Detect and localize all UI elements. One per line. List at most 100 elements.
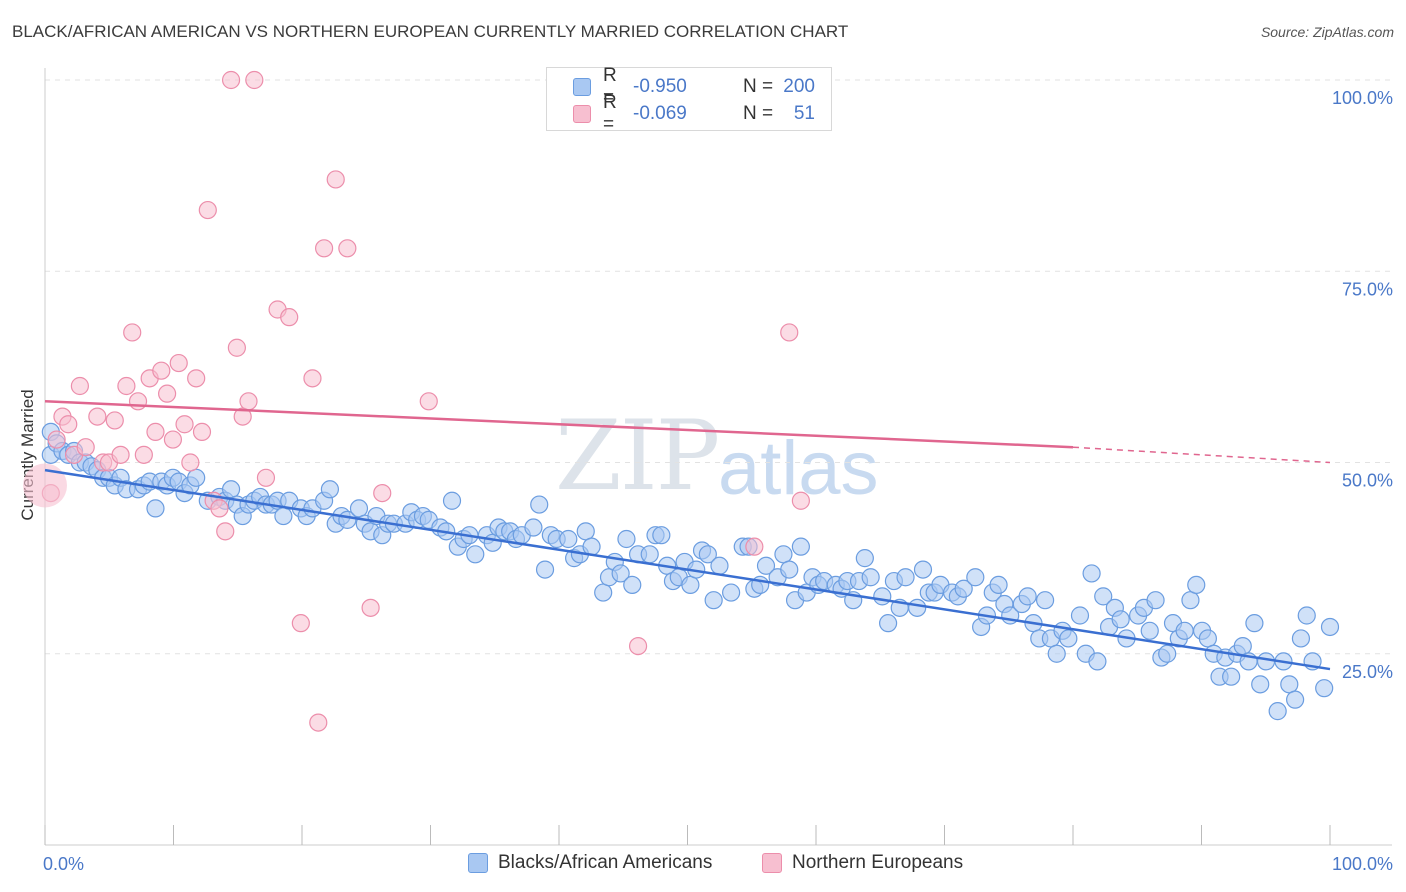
point-northern xyxy=(210,499,229,518)
point-blacks xyxy=(1297,606,1316,625)
point-northern xyxy=(70,376,89,396)
point-blacks xyxy=(349,499,369,518)
point-northern xyxy=(239,392,258,411)
y-tick-label: 75.0% xyxy=(1342,279,1393,299)
point-northern xyxy=(780,323,799,342)
point-northern xyxy=(146,422,165,441)
legend-n-value: 200 xyxy=(783,76,815,97)
point-northern xyxy=(256,468,276,487)
point-northern xyxy=(791,491,810,510)
point-blacks xyxy=(274,506,293,526)
x-tick-label-min: 0.0% xyxy=(43,854,84,874)
point-blacks xyxy=(855,549,874,568)
point-northern xyxy=(105,411,124,430)
point-blacks xyxy=(722,583,741,602)
point-northern xyxy=(361,598,380,617)
bottom-legend-blacks: Blacks/African Americans xyxy=(468,852,712,874)
legend-r-label: R = xyxy=(603,65,617,108)
legend-swatch-blacks xyxy=(573,78,591,96)
point-blacks xyxy=(617,529,636,549)
point-blacks xyxy=(1280,675,1299,694)
point-northern xyxy=(88,407,107,426)
legend-row-blacks: R = -0.950 N = 200 xyxy=(573,65,815,108)
point-blacks xyxy=(791,537,810,556)
point-northern xyxy=(47,430,66,449)
watermark-zip: ZIP xyxy=(555,400,720,512)
point-northern xyxy=(128,392,148,411)
point-blacks xyxy=(221,480,241,499)
point-blacks xyxy=(611,564,630,583)
point-blacks xyxy=(1268,702,1287,721)
point-blacks xyxy=(1251,675,1270,694)
x-tick-label-max: 100.0% xyxy=(1332,854,1393,874)
legend-r-label: R = xyxy=(603,92,617,135)
point-blacks xyxy=(1233,636,1252,656)
legend-r-value: -0.069 xyxy=(633,103,687,124)
legend-row-northern: R = -0.069 N = 51 xyxy=(573,92,815,135)
point-northern xyxy=(163,430,183,449)
point-northern xyxy=(303,369,322,388)
point-northern xyxy=(175,415,194,434)
point-blacks xyxy=(861,568,880,587)
point-blacks xyxy=(780,560,799,579)
point-blacks xyxy=(1140,621,1159,640)
point-northern-large xyxy=(23,463,67,508)
point-blacks xyxy=(1181,591,1200,610)
point-blacks xyxy=(1082,564,1101,583)
y-tick-label: 50.0% xyxy=(1342,471,1393,491)
point-northern xyxy=(280,308,299,327)
point-blacks xyxy=(913,560,933,579)
y-tick-label: 100.0% xyxy=(1332,88,1393,108)
point-northern xyxy=(221,70,241,90)
point-blacks xyxy=(704,591,723,610)
chart-title: BLACK/AFRICAN AMERICAN VS NORTHERN EUROP… xyxy=(12,22,849,41)
point-blacks xyxy=(774,545,793,564)
point-blacks xyxy=(1158,644,1177,663)
point-northern xyxy=(198,200,217,220)
point-blacks xyxy=(1018,587,1037,606)
point-blacks xyxy=(1047,644,1066,663)
point-blacks xyxy=(1198,629,1217,648)
point-blacks xyxy=(640,545,659,564)
point-northern xyxy=(181,453,200,472)
point-blacks xyxy=(1111,610,1130,629)
point-blacks xyxy=(1175,621,1194,640)
point-blacks xyxy=(576,522,595,541)
point-blacks xyxy=(623,575,642,595)
point-blacks xyxy=(1146,591,1165,610)
point-northern xyxy=(326,170,345,189)
point-blacks xyxy=(1245,614,1264,633)
point-blacks xyxy=(1256,652,1276,671)
point-blacks xyxy=(652,526,671,545)
point-blacks xyxy=(681,575,700,595)
point-blacks xyxy=(1286,690,1305,709)
legend-swatch-northern xyxy=(573,105,591,123)
point-northern xyxy=(117,376,136,396)
point-northern xyxy=(291,614,310,633)
point-blacks xyxy=(530,495,549,514)
point-blacks xyxy=(146,499,165,518)
point-blacks xyxy=(896,568,915,587)
trend-line-blacks xyxy=(44,468,1331,671)
bottom-legend-label-blacks: Blacks/African Americans xyxy=(498,852,713,873)
point-northern xyxy=(373,484,392,503)
point-blacks xyxy=(710,556,729,575)
point-northern xyxy=(123,323,142,342)
stats-legend: R = -0.950 N = 200 R = -0.069 N = 51 xyxy=(546,65,832,135)
bottom-legend-northern: Northern Europeans xyxy=(762,852,963,874)
point-blacks xyxy=(559,529,578,549)
legend-n-label: N = xyxy=(743,76,774,97)
point-blacks xyxy=(698,545,717,564)
point-blacks xyxy=(466,545,485,564)
point-northern xyxy=(314,239,334,258)
point-blacks xyxy=(873,587,892,606)
point-blacks xyxy=(1222,667,1241,686)
legend-n-label: N = xyxy=(743,103,774,124)
point-blacks xyxy=(989,575,1008,595)
point-blacks xyxy=(1291,629,1311,648)
point-northern xyxy=(245,70,264,90)
point-northern xyxy=(628,636,648,656)
point-blacks xyxy=(1035,591,1055,610)
point-northern xyxy=(134,445,153,464)
